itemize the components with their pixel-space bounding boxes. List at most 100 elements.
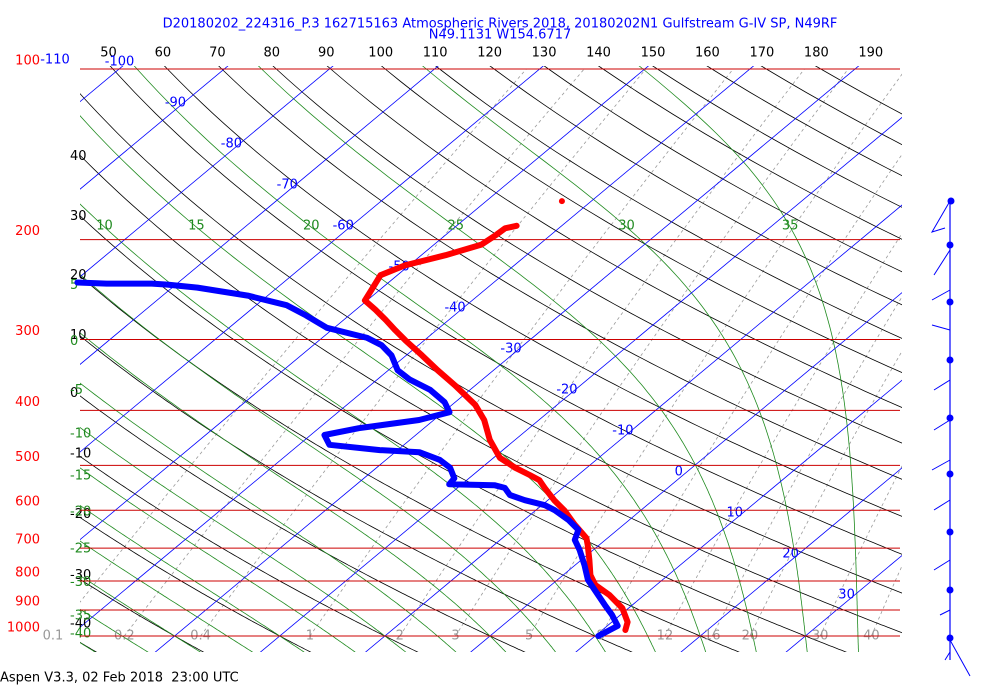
profile-line (361, 222, 631, 633)
moist-adiabat-label: -35 (70, 609, 91, 624)
dry-adiabat-label: 190 (858, 46, 883, 61)
chart-title: D20180202_224316_P.3 162715163 Atmospher… (163, 17, 838, 32)
pressure-label: 100 (15, 54, 40, 69)
moist-adiabat-label: 15 (188, 219, 205, 234)
moist-adiabat (422, 66, 808, 652)
moist-adiabat-label: -25 (70, 541, 91, 556)
isotherm (680, 467, 902, 652)
dry-adiabat (109, 66, 902, 555)
barb-dot (946, 528, 954, 536)
mixing-ratio-line (200, 68, 647, 637)
moist-adiabat-label: -15 (70, 469, 91, 484)
isotherm (80, 66, 649, 541)
isotherm-label: -60 (333, 219, 354, 234)
dry-adiabat-label: 0 (70, 386, 78, 401)
moist-adiabat (80, 332, 507, 652)
profile-line (74, 279, 621, 639)
moist-adiabat-label: 30 (618, 219, 635, 234)
mixing-ratio-label: 0.1 (43, 629, 64, 644)
moist-adiabat-label: -40 (70, 627, 91, 642)
dry-adiabat (80, 455, 419, 652)
dry-adiabat-label: 170 (749, 46, 774, 61)
dry-adiabat (652, 66, 902, 208)
dry-adiabat (489, 66, 902, 306)
moist-adiabat (80, 382, 457, 652)
isotherm (80, 66, 439, 365)
isotherm (80, 66, 544, 453)
moist-adiabat-label: 5 (70, 278, 78, 293)
wind-barbs (930, 197, 971, 677)
dry-adiabat-label: 30 (70, 209, 87, 224)
moist-adiabat (133, 66, 707, 652)
mixing-ratio-line (711, 296, 902, 637)
moist-adiabat-label: 25 (447, 219, 464, 234)
moist-adiabat-label: -30 (70, 575, 91, 590)
moist-adiabat (80, 608, 149, 652)
pressure-label: 900 (15, 595, 40, 610)
dry-adiabat-label: 50 (100, 46, 117, 61)
dry-adiabat-label: 90 (318, 46, 335, 61)
isotherm (80, 66, 229, 190)
dry-adiabat (80, 335, 633, 652)
plot-area (80, 66, 902, 652)
dry-adiabat (218, 66, 902, 480)
moist-adiabat (80, 115, 656, 652)
isotherm (80, 66, 334, 278)
isotherm (575, 379, 902, 652)
dry-adiabat-label: -40 (70, 617, 91, 632)
dry-adiabat-label: 20 (70, 268, 87, 283)
mixing-ratio-line (600, 153, 902, 637)
dry-adiabat (597, 66, 902, 240)
moist-adiabat-label: 0 (70, 334, 78, 349)
pressure-label: 1000 (7, 621, 40, 636)
moist-adiabat (80, 642, 96, 652)
barb-dot (946, 414, 954, 422)
dry-adiabat (80, 641, 97, 652)
moist-adiabat (80, 540, 254, 652)
moist-adiabat-label: -20 (70, 505, 91, 520)
isotherm-label: -70 (277, 178, 298, 193)
isotherm-label: 30 (838, 588, 855, 603)
mixing-ratio-line (399, 68, 805, 637)
dry-adiabat (80, 93, 902, 594)
mixing-ratio-line (80, 68, 527, 603)
mixing-ratio-line (309, 68, 734, 637)
pressure-label: 200 (15, 224, 40, 239)
dry-adiabat (80, 275, 740, 652)
dry-adiabat (80, 215, 847, 652)
barb-dot (946, 586, 954, 594)
mixing-ratio-line (871, 565, 902, 637)
moist-adiabat-label: -10 (70, 427, 91, 442)
isotherm-label: -40 (444, 301, 465, 316)
moist-adiabat-label: 20 (303, 219, 320, 234)
isotherm (470, 292, 902, 652)
dry-adiabat (326, 66, 902, 408)
mixing-ratio-line (664, 232, 902, 637)
isotherm-label: -20 (556, 383, 577, 398)
moist-adiabat (80, 273, 556, 652)
mixing-ratio-line (749, 350, 902, 637)
moist-adiabat (80, 467, 356, 652)
dry-adiabat-label: 100 (368, 46, 393, 61)
moist-adiabat (80, 203, 606, 652)
moist-adiabat (257, 66, 757, 652)
pressure-label: 600 (15, 495, 40, 510)
isotherm-label: -110 (40, 53, 70, 68)
pressure-label: 700 (15, 533, 40, 548)
dry-adiabat-label: 70 (209, 46, 226, 61)
isotherm-label: -80 (221, 137, 242, 152)
moist-adiabat (80, 504, 305, 652)
mixing-ratio-line (819, 465, 902, 637)
dry-adiabat-label: 140 (586, 46, 611, 61)
dry-adiabat (163, 66, 902, 517)
isotherm (785, 554, 902, 652)
isotherm (154, 66, 860, 652)
pressure-label: 300 (15, 324, 40, 339)
dry-adiabat-label: 120 (477, 46, 502, 61)
moist-adiabat (80, 427, 407, 652)
dry-adiabat (272, 66, 902, 444)
moist-adiabat-label: 35 (782, 219, 799, 234)
barb-dot (946, 470, 954, 478)
moist-adiabat (638, 66, 859, 652)
